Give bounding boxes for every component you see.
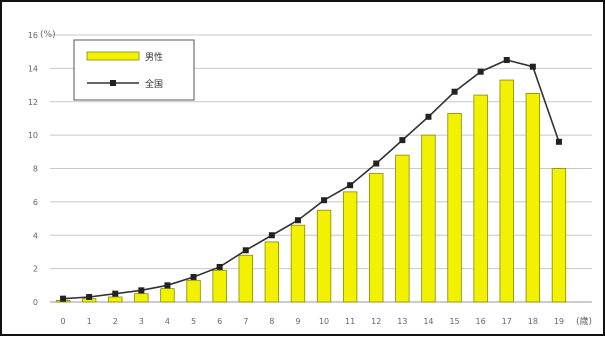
- y-tick-label: 10: [28, 131, 38, 140]
- x-tick-label: 15: [449, 317, 459, 326]
- line-point: [216, 263, 223, 270]
- bar: [421, 134, 436, 303]
- bar: [473, 94, 488, 303]
- bar: [134, 293, 149, 303]
- line-point: [451, 88, 458, 95]
- x-tick-label: 13: [397, 317, 407, 326]
- x-tick-label: 10: [319, 317, 329, 326]
- x-tick-label: 8: [269, 317, 274, 326]
- x-tick-label: 4: [165, 317, 170, 326]
- legend-line-marker: [110, 80, 116, 86]
- x-tick-label: 16: [476, 317, 486, 326]
- line-point: [164, 282, 171, 289]
- bar: [186, 279, 201, 303]
- line-point: [112, 290, 119, 297]
- legend: 男性 全国: [73, 39, 195, 101]
- line-point: [425, 113, 432, 120]
- y-tick-label: 8: [33, 165, 38, 174]
- y-tick-label: 16: [28, 31, 38, 40]
- x-tick-label: 11: [345, 317, 355, 326]
- x-tick-label: 14: [423, 317, 433, 326]
- line-point: [294, 217, 301, 224]
- y-tick-label: 14: [28, 64, 38, 73]
- line-point: [529, 63, 536, 70]
- line-point: [373, 160, 380, 167]
- bar: [160, 288, 175, 303]
- bar: [369, 173, 384, 303]
- x-tick-label: 12: [371, 317, 381, 326]
- line-point: [138, 287, 145, 294]
- line-point: [60, 295, 67, 302]
- line-point: [190, 273, 197, 280]
- x-tick-label: 7: [243, 317, 248, 326]
- line-path: [62, 59, 560, 300]
- bar: [395, 154, 410, 303]
- bar: [551, 168, 567, 303]
- x-tick-label: 3: [139, 317, 144, 326]
- bar: [238, 254, 253, 303]
- x-tick-label: 1: [87, 317, 92, 326]
- x-tick-label: 19: [554, 317, 564, 326]
- bar: [290, 224, 306, 303]
- legend-box: [73, 39, 195, 101]
- y-tick-label: 2: [33, 265, 38, 274]
- x-axis-tick-labels: 0 1 2 3 4 5 6 7 8 9 10 11 12 13 14 15 16 17 18 19: [61, 317, 565, 326]
- line-point: [268, 232, 275, 239]
- bar: [316, 209, 332, 303]
- y-axis-tick-labels: 0 2 4 6 8 10 12 14 16: [28, 31, 38, 307]
- bar: [264, 241, 280, 303]
- bar-series: [55, 79, 567, 303]
- line-point: [399, 137, 406, 144]
- line-point: [347, 182, 354, 189]
- y-tick-label: 4: [33, 231, 38, 240]
- line-point: [86, 293, 93, 300]
- line-point: [503, 57, 510, 64]
- x-tick-label: 6: [217, 317, 222, 326]
- x-tick-label: 9: [295, 317, 300, 326]
- bar: [499, 79, 514, 303]
- bar: [342, 191, 358, 303]
- x-tick-label: 2: [113, 317, 118, 326]
- legend-bar-swatch: [86, 51, 140, 61]
- bar: [108, 296, 123, 303]
- y-tick-label: 0: [33, 298, 38, 307]
- x-tick-label: 5: [191, 317, 196, 326]
- bar: [525, 93, 541, 303]
- y-tick-label: 12: [28, 98, 38, 107]
- line-point: [555, 138, 562, 145]
- line-series: [60, 57, 562, 302]
- line-point: [321, 197, 328, 204]
- bar: [212, 269, 227, 303]
- legend-bar-label: 男性: [145, 51, 163, 63]
- x-tick-label: 17: [502, 317, 512, 326]
- x-tick-label: 0: [61, 317, 66, 326]
- y-tick-label: 6: [33, 198, 38, 207]
- x-tick-label: 18: [528, 317, 538, 326]
- line-point: [477, 68, 484, 75]
- bar: [447, 113, 462, 303]
- line-point: [242, 247, 249, 254]
- y-axis-unit: (%): [40, 30, 56, 40]
- legend-line-label: 全国: [145, 78, 163, 90]
- x-axis-unit: (歳): [576, 315, 592, 327]
